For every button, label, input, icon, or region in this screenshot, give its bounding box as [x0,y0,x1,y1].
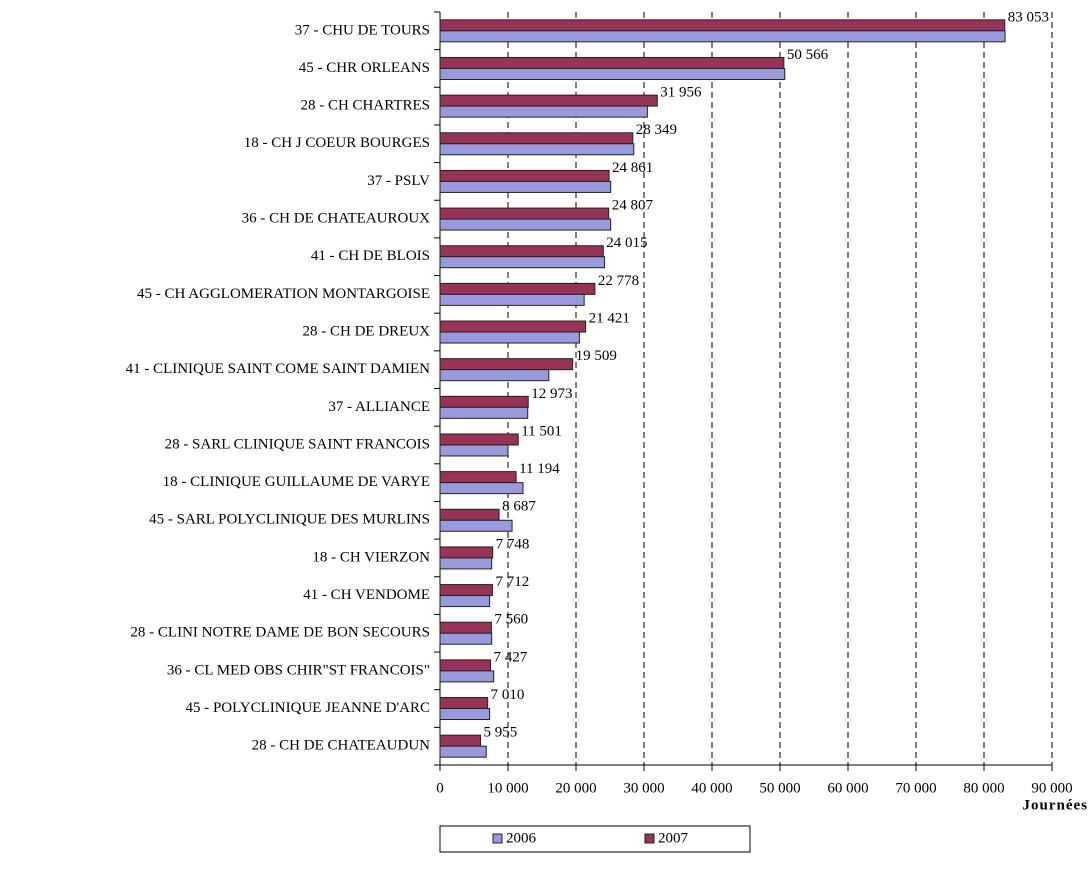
bar [439,19,1006,32]
bar [439,369,550,382]
bar [439,67,786,80]
bar [439,708,491,721]
bar [439,632,493,645]
value-label: 8 687 [502,499,536,515]
bar [439,471,517,484]
value-label: 83 053 [1008,9,1049,25]
bar [439,132,634,145]
bar [439,734,481,747]
bar [439,659,492,672]
legend-box [439,825,751,853]
value-label: 28 349 [636,122,677,138]
bar [439,94,658,107]
x-tick-label: 90 000 [1031,780,1072,796]
y-tick-label: 37 - PSLV [367,173,430,189]
y-tick-label: 18 - CLINIQUE GUILLAUME DE VARYE [163,474,430,490]
bar [439,56,785,69]
value-label: 24 015 [606,235,647,251]
y-tick-label: 45 - SARL POLYCLINIQUE DES MURLINS [149,512,430,528]
bar [439,697,489,710]
y-tick-label: 28 - CH CHARTRES [300,98,430,114]
bar [439,508,500,521]
y-tick-label: 28 - CH DE CHATEAUDUN [252,738,430,754]
bar [439,218,612,231]
bar [439,256,606,269]
bar [439,621,492,634]
bar [439,331,580,344]
y-tick-label: 18 - CH J COEUR BOURGES [244,135,430,151]
bar [439,30,1006,43]
bar [439,169,610,182]
value-label: 11 194 [519,461,560,477]
x-tick-label: 70 000 [895,780,936,796]
y-tick-label: 41 - CLINIQUE SAINT COME SAINT DAMIEN [126,361,431,377]
bar [439,546,494,559]
value-label: 21 421 [589,310,630,326]
value-label: 31 956 [660,85,702,101]
bar [439,519,513,532]
value-label: 19 509 [576,348,617,364]
y-tick-label: 28 - SARL CLINIQUE SAINT FRANCOIS [165,436,430,452]
bar [439,180,612,193]
y-tick-label: 41 - CH VENDOME [303,587,430,603]
bar [439,433,519,446]
bar [439,245,604,258]
y-tick-label: 36 - CH DE CHATEAUROUX [242,211,430,227]
value-label: 11 501 [521,423,562,439]
y-tick-label: 37 - CHU DE TOURS [295,22,430,38]
bar [439,406,529,419]
bar [439,444,509,457]
bar [439,293,585,306]
value-label: 24 861 [612,160,653,176]
value-label: 7 712 [495,574,529,590]
x-tick-label: 60 000 [827,780,868,796]
y-tick-label: 28 - CLINI NOTRE DAME DE BON SECOURS [130,625,430,641]
y-tick-label: 41 - CH DE BLOIS [311,248,430,264]
legend-label: 2007 [658,830,689,846]
value-label: 12 973 [531,386,572,402]
bar [439,320,587,333]
x-tick-label: 20 000 [555,780,596,796]
x-tick-label: 40 000 [691,780,732,796]
bar [439,595,491,608]
x-tick-label: 0 [436,780,444,796]
y-tick-label: 45 - POLYCLINIQUE JEANNE D'ARC [185,700,430,716]
value-label: 50 566 [787,47,829,63]
value-label: 7 010 [491,687,525,703]
value-label: 5 955 [483,725,517,741]
value-label: 7 748 [496,536,530,552]
bar [439,207,610,220]
bar [439,670,495,683]
bar [439,143,635,156]
y-tick-label: 18 - CH VIERZON [312,549,430,565]
x-tick-label: 80 000 [963,780,1004,796]
x-tick-label: 10 000 [487,780,528,796]
bar [439,745,487,758]
bar [439,282,596,295]
bar [439,105,648,118]
bar [439,557,493,570]
y-tick-label: 45 - CH AGGLOMERATION MONTARGOISE [137,286,430,302]
x-axis-label: Journées [1023,797,1089,813]
bar [439,358,574,371]
value-label: 7 427 [494,649,528,665]
value-label: 22 778 [598,273,639,289]
y-tick-label: 37 - ALLIANCE [328,399,430,415]
y-tick-label: 28 - CH DE DREUX [303,323,431,339]
x-tick-label: 50 000 [759,780,800,796]
legend-label: 2006 [506,830,537,846]
bar [439,482,524,495]
x-tick-label: 30 000 [623,780,664,796]
y-tick-label: 45 - CHR ORLEANS [299,60,430,76]
legend-swatch [644,833,655,844]
bar [439,584,493,597]
value-label: 7 560 [494,612,528,628]
y-tick-label: 36 - CL MED OBS CHIR"ST FRANCOIS" [167,662,430,678]
legend-swatch [492,833,503,844]
value-label: 24 807 [612,198,654,214]
bar [439,395,529,408]
